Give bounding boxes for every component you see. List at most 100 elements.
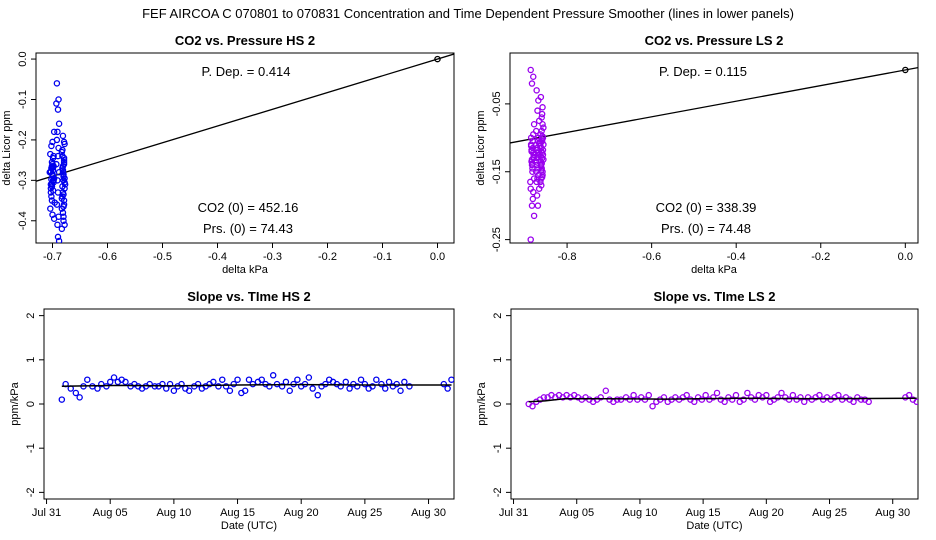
panels-group: CO2 vs. Pressure HS 2 -0.7 -0.6 -0.5 -0.4 -0.…	[1, 33, 919, 532]
y-axis-label: delta Licor ppm	[475, 110, 487, 185]
data-point	[146, 380, 153, 388]
data-point	[401, 378, 408, 386]
data-point	[249, 380, 257, 388]
data-point	[166, 380, 174, 388]
x-tick-label: Aug 10	[622, 507, 657, 519]
data-point	[48, 183, 56, 190]
data-point	[527, 236, 534, 243]
origin-point	[902, 66, 909, 74]
data-point	[215, 383, 222, 390]
x-tick-label: Aug 30	[411, 507, 446, 519]
fit-line	[36, 53, 454, 182]
data-point	[266, 383, 273, 390]
data-point	[744, 389, 751, 397]
data-point	[61, 175, 68, 182]
data-point	[537, 93, 545, 101]
data-point	[602, 387, 610, 394]
panel-hs-pressure: CO2 vs. Pressure HS 2 -0.7 -0.6 -0.5 -0.4 -0.…	[1, 33, 455, 276]
data-point	[60, 203, 67, 210]
data-point	[60, 154, 68, 162]
panel-ls-pressure: CO2 vs. Pressure LS 2 -0.8 -0.6 -0.4 -0.2 0.0…	[475, 33, 919, 276]
data-point	[230, 380, 237, 388]
x-tick-label: Aug 15	[686, 507, 721, 519]
y-axis-label: ppm/kPa	[476, 381, 488, 425]
x-tick-label: -0.4	[208, 251, 227, 263]
data-point	[527, 178, 534, 186]
x-tick-label: -0.7	[43, 251, 62, 263]
panel-title: Slope vs. TIme LS 2	[653, 289, 775, 304]
data-point	[47, 150, 54, 158]
data-layer	[525, 387, 918, 410]
data-point	[533, 87, 540, 94]
data-point	[683, 391, 690, 399]
smoother-line	[61, 383, 452, 388]
data-point	[269, 372, 277, 379]
data-point	[835, 391, 842, 399]
panel-title: CO2 vs. Pressure HS 2	[175, 33, 315, 48]
data-point	[305, 374, 313, 381]
data-point	[59, 209, 67, 216]
data-point	[539, 104, 546, 111]
x-tick-label: 0.0	[430, 251, 445, 263]
data-point	[789, 391, 797, 399]
y-tick-label: -0.25	[491, 227, 503, 252]
data-point	[122, 378, 129, 386]
data-point	[282, 378, 290, 386]
data-point	[660, 394, 668, 401]
data-point	[537, 153, 545, 161]
data-point	[60, 213, 67, 220]
data-point	[59, 162, 67, 170]
data-point	[60, 158, 68, 166]
data-point	[353, 383, 361, 390]
data-point	[286, 387, 293, 394]
data-point	[645, 391, 653, 399]
data-point	[58, 225, 66, 233]
data-point	[98, 380, 105, 388]
data-point	[740, 396, 747, 403]
fit-line	[510, 66, 918, 144]
origin-point	[434, 55, 441, 63]
panel-hs-time: Slope vs. TIme HS 2 Jul 31 Aug 05 Aug 10 Aug…	[9, 289, 455, 532]
data-point	[698, 396, 706, 403]
data-point	[444, 385, 451, 392]
y-tick-label: 1	[492, 357, 504, 363]
data-point	[613, 396, 621, 403]
x-tick-label: -0.5	[153, 251, 172, 263]
x-tick-label: -0.6	[642, 251, 661, 263]
data-point	[630, 391, 637, 399]
x-tick-label: -0.1	[373, 251, 392, 263]
x-tick-label: Aug 05	[559, 507, 594, 519]
data-point	[728, 396, 736, 403]
data-point	[54, 106, 62, 113]
data-point	[397, 387, 404, 394]
data-point	[381, 385, 389, 392]
data-point	[210, 378, 217, 386]
x-tick-label: Jul 31	[499, 507, 528, 519]
data-point	[527, 66, 534, 74]
x-tick-label: Aug 10	[156, 507, 191, 519]
data-point	[527, 185, 534, 192]
annotation-co2: CO2 (0) = 338.39	[656, 200, 757, 215]
data-point	[385, 378, 393, 386]
data-point	[538, 182, 545, 189]
data-point	[258, 376, 265, 383]
data-point	[597, 394, 604, 401]
panel-ls-time: Slope vs. TIme LS 2 Jul 31 Aug 05 Aug 10 Aug…	[476, 289, 919, 532]
data-point	[529, 168, 536, 175]
data-point	[530, 212, 538, 220]
data-point	[537, 139, 544, 147]
data-point	[337, 383, 344, 390]
data-point	[53, 201, 61, 208]
data-point	[533, 192, 541, 199]
data-point	[778, 389, 785, 397]
panel-title: CO2 vs. Pressure LS 2	[645, 33, 784, 48]
x-tick-label: 0.0	[898, 251, 913, 263]
data-point	[309, 385, 316, 392]
data-point	[47, 205, 54, 212]
x-tick-label: -0.2	[811, 251, 830, 263]
data-point	[241, 387, 249, 394]
data-point	[294, 376, 301, 383]
x-tick-label: -0.8	[558, 251, 577, 263]
data-point	[54, 128, 61, 136]
